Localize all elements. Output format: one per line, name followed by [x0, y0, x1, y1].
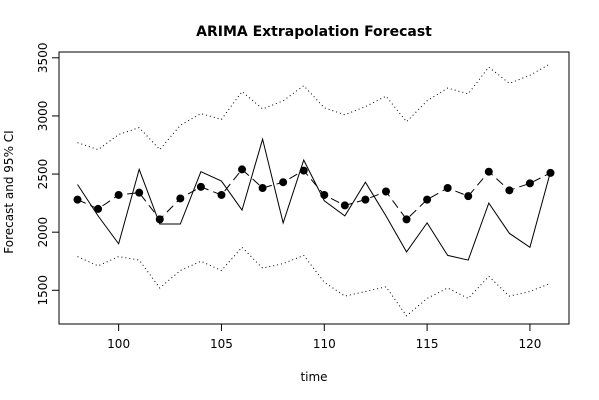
y-tick-label: 3000 — [36, 101, 50, 132]
forecast-point — [73, 195, 82, 204]
forecast-point — [114, 190, 123, 199]
forecast-point — [525, 179, 534, 188]
forecast-point — [238, 165, 247, 174]
x-tick-label: 115 — [416, 337, 439, 351]
x-axis-label: time — [300, 370, 327, 384]
forecast-series-line — [77, 168, 551, 221]
forecast-point — [464, 192, 473, 201]
forecast-point — [135, 188, 144, 197]
forecast-point — [484, 167, 493, 176]
forecast-point — [443, 184, 452, 192]
x-tick-label: 120 — [518, 337, 541, 351]
y-tick-label: 2500 — [36, 159, 50, 190]
forecast-point — [176, 194, 185, 203]
x-tick-label: 110 — [313, 337, 336, 351]
plot-frame — [58, 51, 570, 325]
actual-series-line — [77, 137, 551, 261]
forecast-point — [155, 215, 164, 224]
y-tick-label: 2000 — [36, 217, 50, 248]
x-axis: 100 105 110 115 120 — [107, 324, 541, 351]
forecast-point — [217, 190, 226, 199]
forecast-point — [423, 195, 432, 204]
forecast-point — [258, 184, 267, 192]
forecast-point — [340, 201, 349, 210]
y-axis-label: Forecast and 95% CI — [2, 130, 16, 253]
forecast-point — [196, 182, 205, 191]
forecast-point — [279, 178, 288, 187]
x-tick-label: 100 — [107, 337, 130, 351]
forecast-point — [546, 168, 555, 177]
y-tick-label: 1500 — [36, 275, 50, 306]
forecast-point — [320, 190, 329, 199]
y-tick-label: 3500 — [36, 43, 50, 74]
upper-ci-line — [77, 63, 551, 151]
forecast-point — [402, 215, 411, 224]
forecast-point — [361, 195, 370, 204]
chart-title: ARIMA Extrapolation Forecast — [196, 24, 432, 40]
lower-ci-line — [77, 246, 551, 317]
forecast-point — [299, 166, 308, 175]
series-layer — [73, 63, 555, 317]
forecast-point — [381, 187, 390, 196]
x-tick-label: 105 — [210, 337, 233, 351]
forecast-point — [505, 186, 514, 195]
forecast-point — [94, 204, 103, 213]
y-axis: 1500 2000 2500 3000 3500 — [36, 43, 59, 306]
